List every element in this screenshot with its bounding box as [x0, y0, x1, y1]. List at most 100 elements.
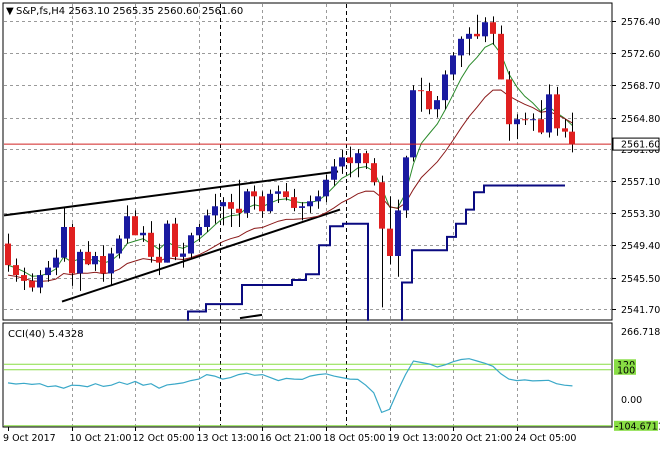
candle-bull — [323, 179, 329, 197]
moving-averages — [7, 42, 573, 282]
indicator-axis-top: 266.7182 — [621, 327, 660, 338]
candle-bull — [140, 232, 146, 236]
candle-bear — [522, 119, 528, 121]
indicator-level-zero: 0.00 — [621, 395, 642, 406]
candle-bull — [77, 251, 83, 274]
time-tick-label: 12 Oct 05:00 — [133, 433, 195, 444]
candle-bull — [204, 215, 210, 227]
candle-bull — [244, 191, 250, 213]
candle-bear — [474, 33, 480, 37]
ma-fast-line — [7, 42, 573, 277]
indicator-plot-frame — [2, 322, 613, 428]
candle-bear — [291, 197, 297, 208]
candle-bull — [458, 38, 464, 56]
candle-bull — [410, 90, 416, 158]
current-price-box — [612, 137, 660, 151]
main-plot-frame — [2, 2, 613, 321]
cci-level-box — [614, 359, 636, 370]
candle-bull — [188, 235, 194, 254]
price-tick-label: 2549.40 — [621, 241, 660, 252]
time-tick-label: 13 Oct 13:00 — [197, 433, 259, 444]
candle-bear — [156, 256, 162, 263]
candle-bear — [21, 275, 27, 281]
price-tick-label: 2564.80 — [621, 114, 660, 125]
time-tick-label: 9 Oct 2017 — [3, 433, 56, 444]
stop-line-segment-1 — [187, 222, 369, 321]
cci-series — [7, 358, 573, 414]
candle-bull — [212, 206, 218, 216]
candle-bear — [100, 256, 106, 274]
candle-bull — [339, 157, 345, 167]
candle-bear — [283, 191, 289, 198]
price-tick-label: 2545.50 — [621, 274, 660, 285]
candle-bull — [196, 226, 202, 236]
candle-bull — [164, 223, 170, 263]
candle-bull — [220, 202, 226, 207]
grid — [4, 4, 611, 426]
candle-bull — [355, 153, 361, 164]
cci-level-box — [614, 364, 636, 375]
candle-bull — [442, 74, 448, 101]
candle-bull — [180, 253, 186, 257]
candle-bear — [85, 251, 91, 265]
candle-bull — [37, 275, 43, 288]
lower-wedge-line-stub — [239, 313, 263, 320]
cci-levels: 120100-104.6711 — [4, 359, 660, 432]
indicator-label: CCI(40) 5.4328 — [8, 329, 84, 340]
time-axis[interactable]: 9 Oct 2017 10 Oct 21:00 12 Oct 05:00 13 Oct… — [3, 427, 576, 444]
lower-wedge-line — [61, 208, 341, 303]
cci-level-label: 100 — [617, 365, 635, 376]
candle-bull — [275, 191, 281, 194]
chart-header-title: S&P,fs,H4 2563.10 2565.35 2560.60 2561.6… — [16, 6, 243, 17]
candle-bear — [569, 131, 575, 145]
candle-bear — [418, 90, 424, 92]
candle-bull — [450, 55, 456, 75]
candle-bull — [403, 157, 409, 211]
candle-bull — [514, 119, 520, 125]
cci-line — [7, 358, 573, 414]
candle-bear — [387, 228, 393, 256]
cci-axis-bottom-label: -104.6711 — [615, 421, 660, 432]
candle-bear — [554, 94, 560, 129]
price-tick-label: 2572.60 — [621, 49, 660, 60]
candle-bear — [132, 216, 138, 236]
price-tick-label: 2553.30 — [621, 209, 660, 220]
price-tick-label: 2541.70 — [621, 305, 660, 316]
candle-bear — [29, 280, 35, 288]
symbol-dropdown-icon[interactable]: ▼ — [6, 6, 14, 17]
candle-bear — [69, 226, 75, 274]
candle-bear — [236, 208, 242, 213]
candle-bear — [13, 265, 19, 276]
candle-bear — [148, 232, 154, 257]
time-tick-label: 19 Oct 13:00 — [388, 433, 450, 444]
time-tick-label: 24 Oct 05:00 — [515, 433, 577, 444]
current-price-label: 2561.60 — [621, 140, 660, 151]
candle-bull — [108, 253, 114, 274]
candle-bear — [228, 202, 234, 209]
candle-bull — [530, 119, 536, 121]
candle-bull — [92, 256, 98, 265]
candle-bull — [434, 100, 440, 110]
candle-bear — [347, 157, 353, 164]
candle-bear — [498, 33, 504, 80]
candle-bear — [363, 153, 369, 164]
candle-bear — [251, 191, 257, 197]
trailing-stop-line — [187, 184, 565, 321]
candle-bear — [379, 182, 385, 229]
candle-bear — [490, 22, 496, 34]
candle-bull — [546, 94, 552, 133]
candle-bear — [426, 91, 432, 110]
candle-bull — [307, 201, 313, 207]
price-tick-label: 2576.40 — [621, 17, 660, 28]
candle-bull — [466, 33, 472, 39]
price-axis[interactable]: 2576.402572.602568.702564.802561.002557.… — [612, 17, 660, 316]
ma-slow-line — [7, 89, 573, 282]
candle-bear — [538, 119, 544, 133]
upper-wedge-line — [3, 170, 339, 217]
candle-bull — [53, 257, 59, 268]
candle-bear — [506, 79, 512, 125]
time-tick-label: 18 Oct 05:00 — [324, 433, 386, 444]
candle-bull — [124, 216, 130, 239]
candle-bull — [482, 22, 488, 37]
